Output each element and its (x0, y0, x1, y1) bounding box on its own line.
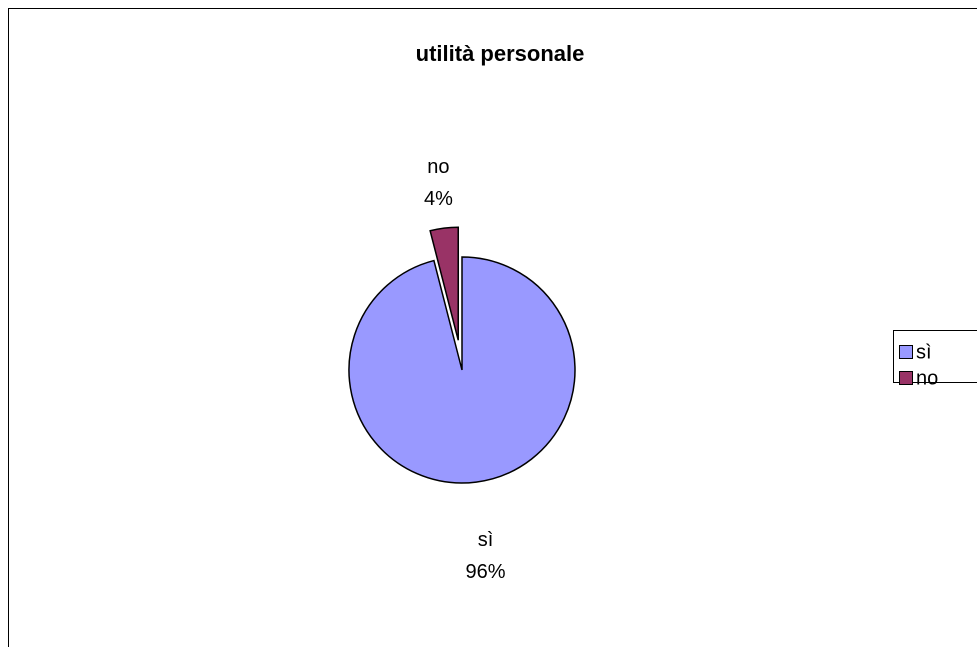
slice-value-label: 96% (466, 561, 506, 583)
legend-swatch (899, 371, 913, 385)
pie-slice (348, 256, 576, 484)
slice-category-label: sì (478, 529, 494, 551)
pie-slice (429, 226, 459, 341)
chart-title: utilità personale (416, 41, 585, 66)
slice-value-label: 4% (424, 188, 453, 210)
slice-category-label: no (427, 156, 449, 178)
legend-label: no (916, 367, 938, 389)
legend-label: sì (916, 341, 932, 363)
legend-swatch (899, 345, 913, 359)
